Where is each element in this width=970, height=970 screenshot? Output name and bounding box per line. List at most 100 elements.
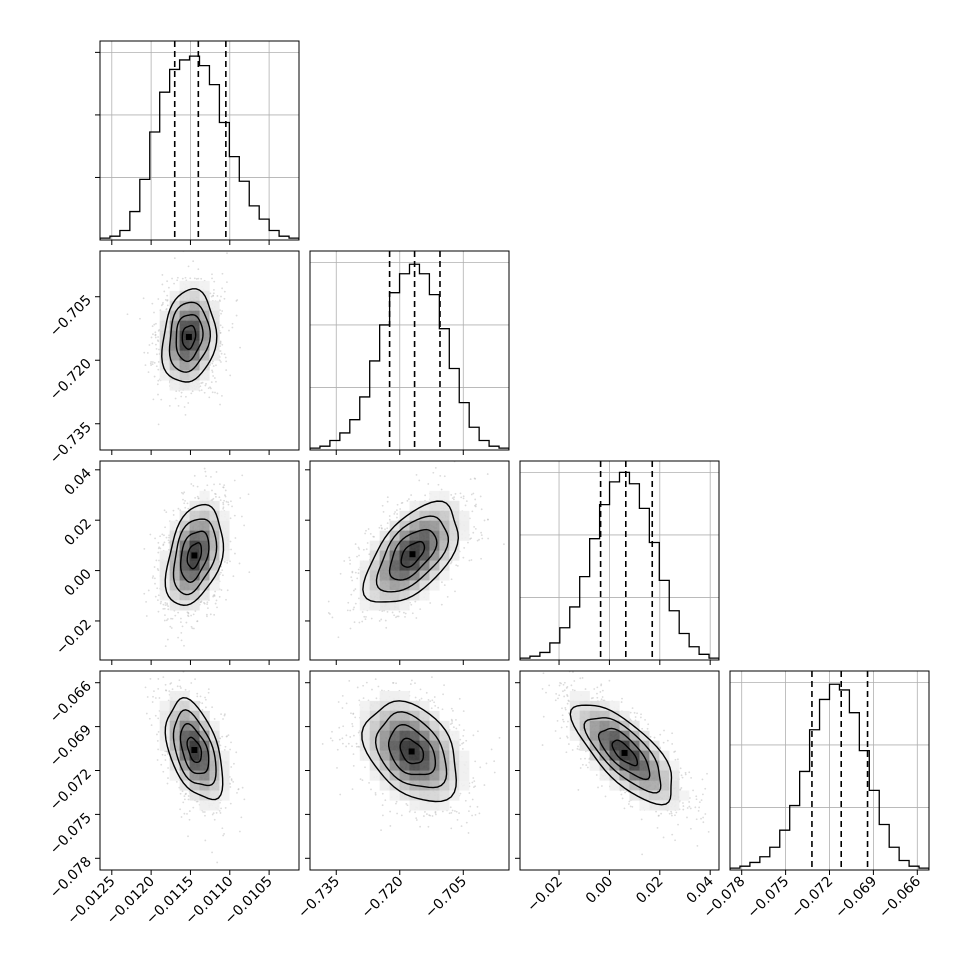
sample-point: [361, 611, 364, 613]
sample-point: [207, 691, 210, 694]
sample-point: [467, 541, 469, 544]
sample-point: [187, 614, 189, 617]
density-bin: [459, 510, 470, 521]
density-bin: [179, 590, 190, 601]
sample-point: [145, 615, 148, 617]
density-bin: [209, 340, 220, 351]
density-bin: [189, 380, 200, 391]
sample-point: [154, 595, 157, 598]
sample-point: [175, 390, 178, 393]
sample-point: [152, 575, 155, 578]
sample-point: [396, 503, 399, 506]
sample-point: [414, 600, 417, 603]
sample-point: [462, 495, 465, 498]
sample-point: [480, 557, 482, 560]
sample-point: [381, 504, 384, 507]
sample-point: [207, 667, 209, 669]
panel-frame: [99, 250, 300, 451]
sample-point: [168, 404, 171, 407]
sample-point: [418, 479, 421, 482]
sample-point: [221, 272, 224, 275]
sample-point: [476, 457, 478, 459]
density-bin: [159, 570, 170, 581]
sample-point: [158, 348, 160, 351]
sample-point: [208, 396, 211, 399]
sample-point: [474, 527, 477, 530]
sample-point: [183, 812, 186, 815]
sample-point: [349, 563, 351, 565]
sample-point: [201, 381, 204, 384]
density-bin: [189, 340, 200, 351]
density-bin: [179, 520, 190, 531]
sample-point: [157, 599, 159, 602]
sample-point: [159, 602, 162, 605]
sample-point: [407, 498, 410, 500]
density-bin: [189, 580, 200, 591]
sample-point: [468, 559, 471, 562]
sample-point: [386, 500, 389, 503]
sample-point: [204, 696, 206, 699]
sample-point: [441, 581, 443, 584]
sample-point: [449, 562, 452, 565]
density-bin: [159, 310, 170, 321]
sample-point: [348, 556, 351, 559]
sample-point: [157, 610, 160, 613]
sample-point: [205, 475, 207, 478]
sample-point: [157, 379, 160, 382]
sample-point: [224, 489, 227, 492]
sample-point: [369, 532, 372, 535]
sample-point: [456, 565, 459, 567]
sample-point: [150, 364, 152, 366]
sample-point: [166, 638, 169, 641]
sample-point: [465, 500, 468, 503]
sample-point: [479, 495, 482, 498]
sample-point: [200, 277, 203, 280]
sample-point: [234, 552, 236, 555]
sample-point: [166, 603, 169, 606]
sample-point: [440, 603, 443, 606]
sample-point: [327, 600, 330, 603]
density-bin: [429, 490, 440, 501]
density-bin: [209, 520, 220, 531]
sample-point: [165, 536, 168, 539]
sample-point: [215, 380, 217, 383]
sample-point: [205, 382, 207, 385]
density-bin: [189, 370, 200, 381]
density-bin: [179, 380, 190, 391]
density-bin: [199, 560, 210, 571]
sample-point: [178, 679, 181, 682]
sample-point: [174, 397, 177, 400]
sample-point: [343, 560, 346, 562]
density-bin: [219, 520, 230, 531]
sample-point: [168, 534, 171, 537]
sample-point: [153, 577, 156, 580]
density-peak: [409, 551, 416, 558]
sample-point: [380, 524, 383, 527]
sample-point: [337, 636, 340, 639]
sample-point: [194, 610, 197, 612]
pair-panel-1-2: [305, 457, 510, 665]
density-bin: [159, 320, 170, 331]
sample-point: [152, 333, 154, 336]
sample-point: [173, 257, 176, 260]
sample-point: [386, 610, 389, 613]
sample-point: [224, 495, 227, 498]
sample-point: [212, 292, 215, 295]
density-bin: [209, 320, 220, 331]
sample-point: [211, 706, 214, 709]
density-bin: [219, 530, 230, 541]
sample-point: [210, 475, 212, 478]
sample-point: [372, 535, 375, 538]
density-bin: [169, 380, 180, 391]
sample-point: [221, 287, 224, 290]
density-bin: [159, 550, 170, 561]
sample-point: [434, 467, 437, 469]
sample-point: [158, 697, 161, 699]
sample-point: [183, 406, 186, 408]
sample-point: [161, 274, 164, 276]
sample-point: [480, 508, 483, 511]
sample-point: [215, 471, 218, 473]
sample-point: [239, 497, 242, 499]
sample-point: [167, 605, 170, 608]
sample-point: [396, 516, 398, 519]
